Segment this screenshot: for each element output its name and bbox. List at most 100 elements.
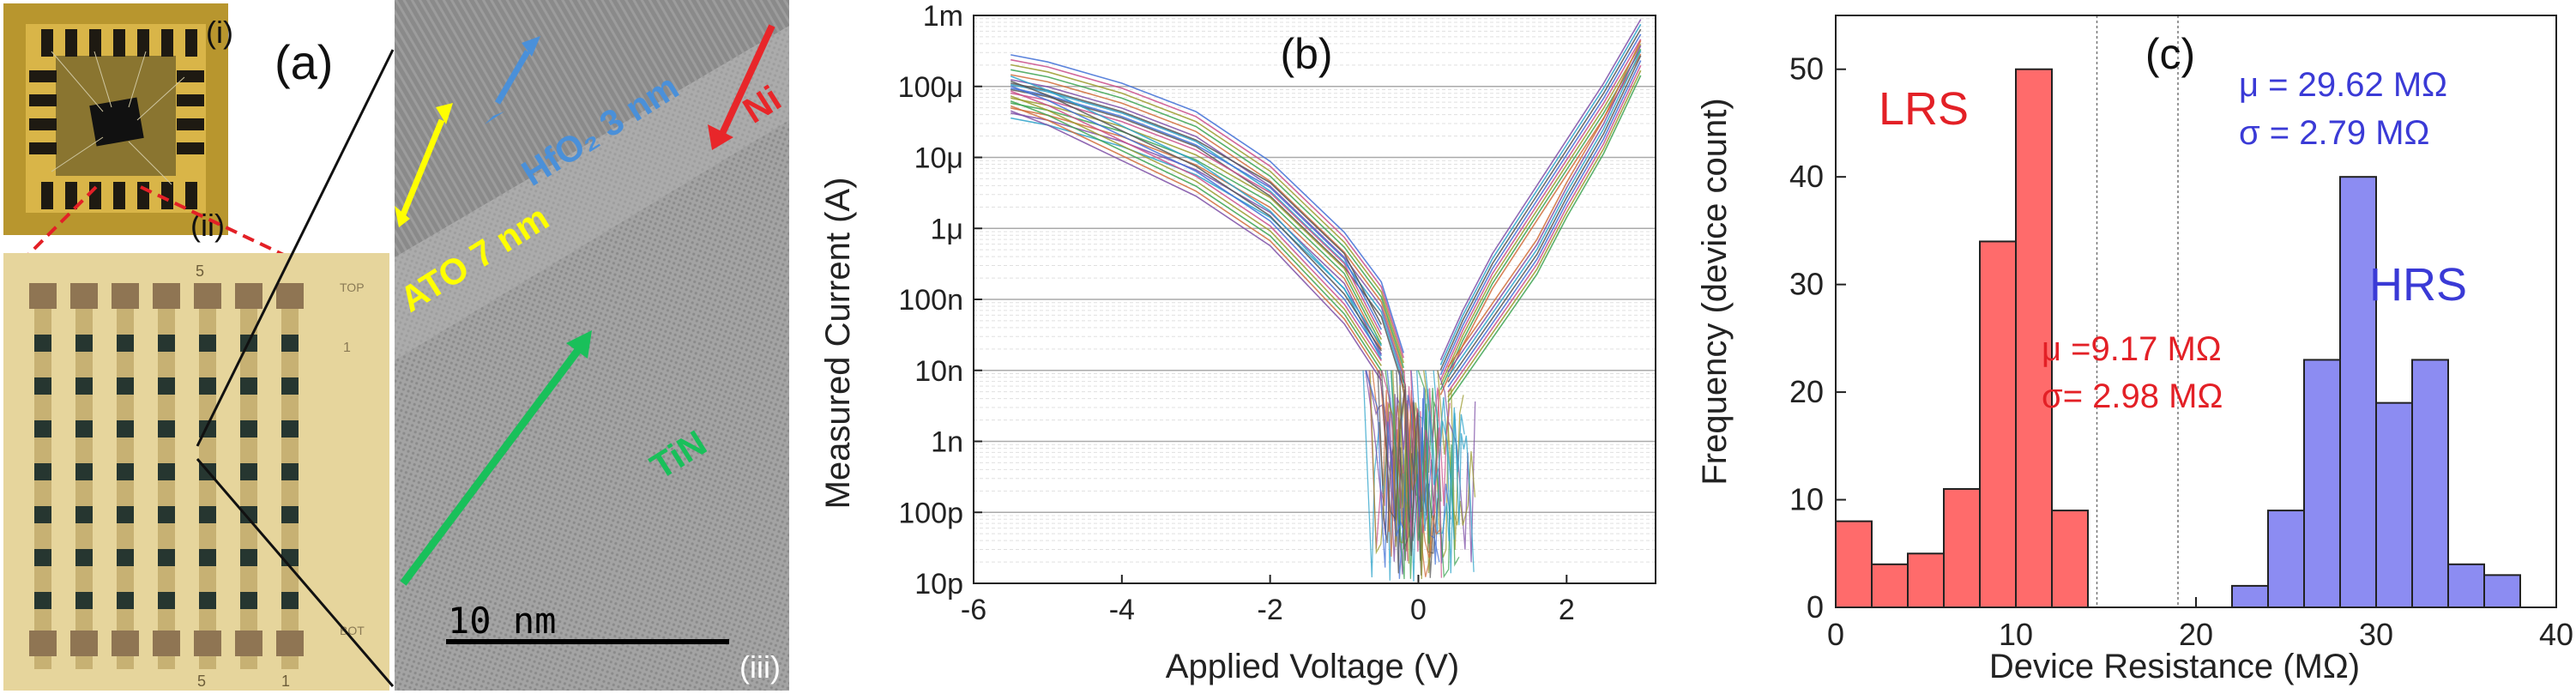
iv-curve [1010, 75, 1382, 347]
ato-arrow [400, 118, 445, 216]
iv-curves [1010, 19, 1642, 582]
iv-xlabel: Applied Voltage (V) [1166, 648, 1459, 685]
hist-ytick-label: 10 [1789, 482, 1824, 517]
iv-curve [1447, 64, 1642, 393]
chip-mark-right-1: 1 [343, 341, 351, 355]
iv-curve [1439, 44, 1642, 386]
iv-noise-trace [1365, 370, 1404, 568]
iv-ytick-label: 1m [923, 0, 963, 33]
histogram-ticks: 0 10 20 30 40 50 0 10 20 30 40 [1789, 51, 2573, 652]
hist-ytick-label: 40 [1789, 159, 1824, 194]
hist-ytick-label: 50 [1789, 51, 1824, 87]
chip-mark-bottom-5: 5 [197, 673, 206, 690]
iv-noise-trace [1392, 370, 1433, 580]
hist-bar-hrs [2303, 359, 2341, 608]
hist-bar-hrs [2411, 359, 2449, 608]
iv-noise-trace [1433, 370, 1475, 574]
iv-curve [1439, 23, 1642, 365]
iv-noise-trace [1368, 370, 1409, 562]
crossbar-cells [34, 335, 299, 609]
iv-noise-trace [1436, 370, 1476, 563]
iv-grid [974, 18, 1656, 584]
hist-xtick-label: 40 [2539, 617, 2573, 652]
iv-curve [1010, 54, 1404, 353]
hfo2-arrow [494, 50, 531, 105]
hist-xtick-label: 30 [2359, 617, 2393, 652]
hist-bar-hrs [2267, 510, 2305, 608]
panel-a-device-photos: (i) (a) (ii) 5 1 5 1 TOP BOT [3, 3, 395, 691]
iv-curve [1447, 45, 1642, 373]
iv-curve [1447, 40, 1642, 368]
hist-bar-lrs [2051, 510, 2089, 608]
hist-bar-lrs [1943, 488, 1981, 608]
iv-curve [1010, 100, 1382, 371]
hist-xlabel: Device Resistance (MΩ) [1989, 648, 2360, 685]
label-iii: (iii) [739, 649, 781, 685]
iv-curve [1010, 69, 1404, 369]
histogram-bars [1835, 68, 2521, 609]
iv-noise-trace [1416, 370, 1455, 540]
iv-curve [1447, 75, 1642, 403]
hist-bar-lrs [1871, 563, 1909, 608]
iv-curve [1447, 60, 1642, 388]
hist-bar-hrs [2339, 176, 2377, 608]
iv-curve [1010, 74, 1404, 373]
hist-bar-lrs [2015, 68, 2053, 608]
label-a: (a) [274, 35, 333, 89]
iv-curve [1010, 80, 1382, 352]
iv-curve [1010, 63, 1404, 364]
iv-xtick-label: -6 [961, 594, 986, 626]
hist-xtick-label: 10 [1999, 617, 2033, 652]
iv-curve [1447, 55, 1642, 383]
iv-noise-trace [1399, 370, 1442, 558]
hist-bar-hrs [2231, 584, 2269, 609]
chip-mark-bottom-1: 1 [281, 673, 290, 690]
iv-ytick-label: 10n [914, 355, 963, 388]
iv-xtick-label: -4 [1109, 594, 1135, 626]
chip-mark-top: TOP [340, 281, 365, 294]
hist-bar-lrs [1835, 520, 1873, 608]
iv-curve [1447, 69, 1642, 398]
scalebar-label: 10 nm [448, 600, 556, 642]
iv-noise-trace [1417, 370, 1460, 579]
iv-curve [1010, 58, 1404, 359]
crossbar-photo [3, 253, 389, 691]
iv-curve [1439, 33, 1642, 376]
hist-ytick-label: 20 [1789, 374, 1824, 409]
hist-ytick-label: 30 [1789, 267, 1824, 302]
panel-c-label: (c) [2145, 30, 2195, 78]
panel-b-label: (b) [1280, 30, 1332, 78]
iv-curve [1439, 48, 1642, 390]
lrs-label: LRS [1879, 83, 1969, 135]
iv-curve [1439, 28, 1642, 371]
chip-mark-bot: BOT [340, 624, 365, 637]
hist-bar-lrs [1979, 240, 2017, 608]
tem-image: HfO₂ 3 nm ATO 7 nm Ni TiN 10 nm (iii) [395, 0, 789, 691]
iv-xtick-label: -2 [1258, 594, 1283, 626]
hrs-sigma: σ = 2.79 MΩ [2239, 114, 2429, 152]
hist-bar-lrs [1907, 552, 1945, 608]
chip-mark-top-5: 5 [196, 263, 204, 280]
tin-arrow [400, 341, 587, 586]
lrs-mu: μ =9.17 MΩ [2042, 330, 2222, 368]
iv-xtick-label: 0 [1410, 594, 1427, 626]
hist-bar-hrs [2483, 574, 2521, 609]
iv-curve [1439, 39, 1642, 381]
iv-curve [1447, 50, 1642, 378]
iv-curve [1010, 105, 1382, 377]
die [89, 97, 144, 147]
hist-xtick-label: 0 [1827, 617, 1844, 652]
label-i: (i) [206, 15, 233, 50]
iv-ytick-label: 100p [898, 497, 963, 529]
hist-xtick-label: 20 [2179, 617, 2213, 652]
hist-bar-hrs [2375, 401, 2413, 608]
iv-ytick-label: 1n [931, 426, 963, 459]
iv-ytick-label: 100n [898, 284, 963, 317]
iv-ytick-label: 1μ [931, 213, 964, 245]
iv-xtick-label: 2 [1559, 594, 1575, 626]
iv-noise-trace [1369, 370, 1410, 564]
histogram-reference-lines [2096, 15, 2179, 607]
iv-noise-trace [1380, 370, 1422, 557]
iv-curve [1439, 19, 1642, 361]
